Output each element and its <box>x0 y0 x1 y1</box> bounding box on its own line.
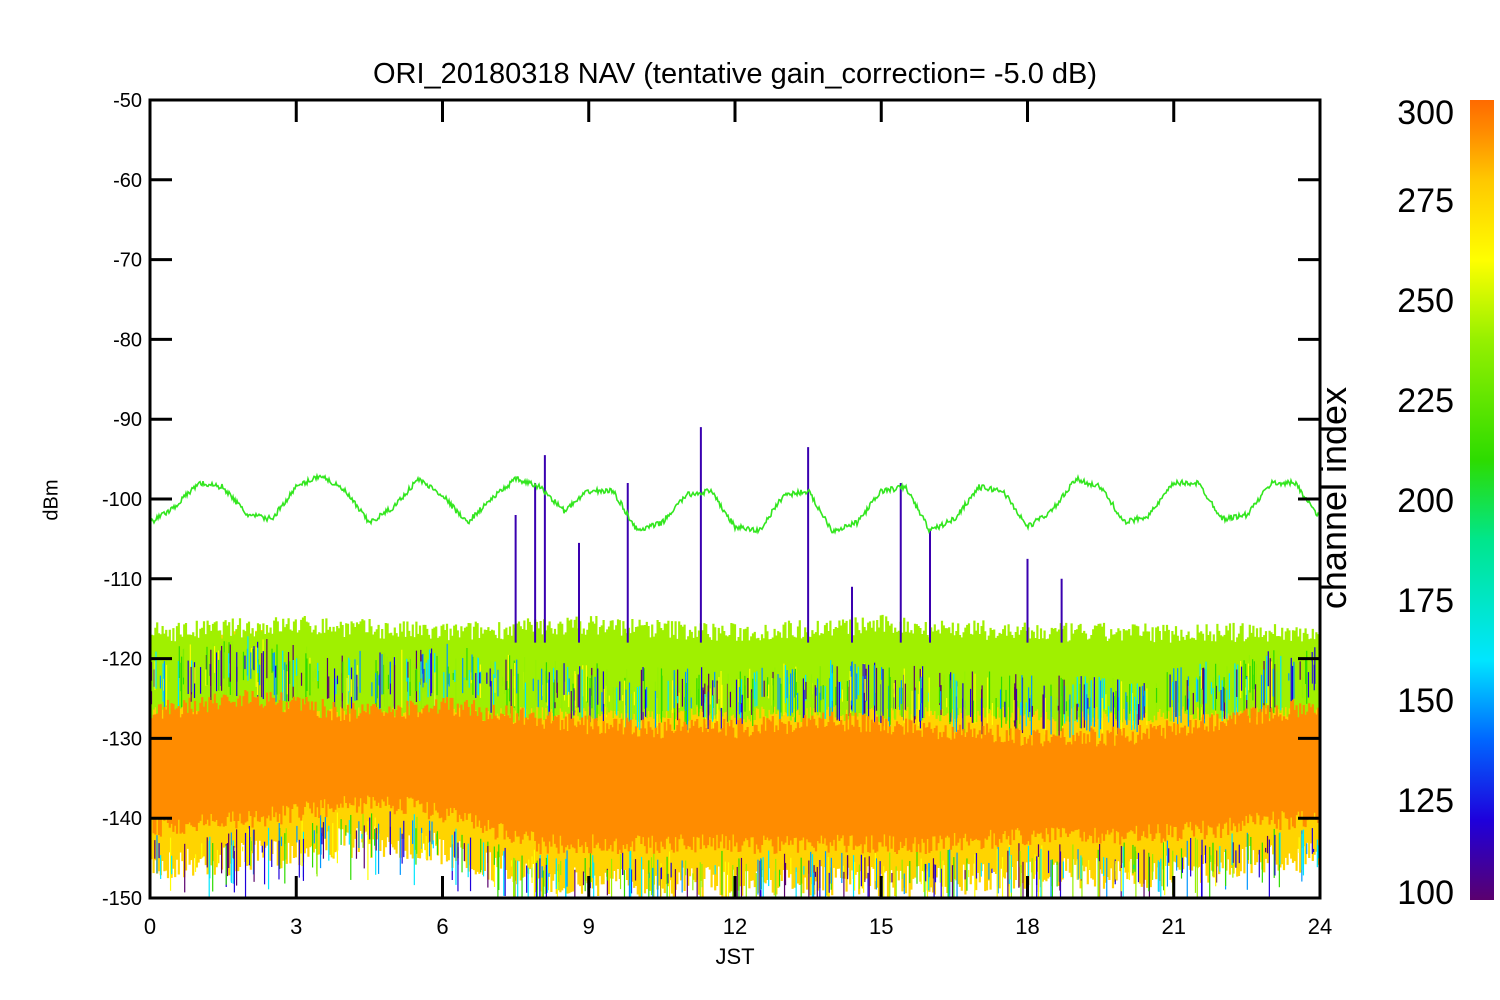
interference-spikes <box>514 427 1063 643</box>
y-tick-label: -80 <box>113 329 142 351</box>
colorbar-tick-label: 250 <box>1397 282 1454 320</box>
colorbar-label: channel index <box>1313 386 1354 610</box>
x-axis-label: JST <box>715 944 755 969</box>
noise-bands <box>150 614 1320 898</box>
chart-title: ORI_20180318 NAV (tentative gain_correct… <box>372 58 1098 90</box>
y-tick-label: -110 <box>103 569 142 591</box>
y-axis-label: dBm <box>40 479 63 521</box>
axes: 0 3 6 9 12 15 18 21 24 -50 -60 -70 -80 -90 -100 -110 -12… <box>102 90 1332 939</box>
colorbar <box>1470 100 1494 900</box>
colorbar-tick-label: 300 <box>1397 94 1454 132</box>
colorbar-ticks: 300 275 250 225 200 175 150 125 100 <box>1397 94 1454 912</box>
y-tick-label: -130 <box>102 728 142 750</box>
y-tick-label: -70 <box>113 250 142 272</box>
series-line-green <box>150 472 1320 535</box>
colorbar-tick-label: 100 <box>1397 874 1454 912</box>
y-tick-label: -120 <box>102 649 142 671</box>
x-tick-label: 3 <box>290 914 302 939</box>
y-tick-label: -60 <box>113 170 142 192</box>
y-tick-label: -90 <box>113 409 142 431</box>
x-tick-label: 0 <box>144 914 156 939</box>
series-lines <box>150 472 1320 535</box>
y-tick-label: -100 <box>102 489 142 511</box>
colorbar-tick-label: 200 <box>1397 482 1454 520</box>
x-tick-label: 18 <box>1015 914 1039 939</box>
x-tick-label: 21 <box>1162 914 1186 939</box>
colorbar-tick-label: 125 <box>1397 782 1454 820</box>
colorbar-tick-label: 225 <box>1397 382 1454 420</box>
x-tick-label: 15 <box>869 914 893 939</box>
y-tick-label: -140 <box>102 808 142 830</box>
x-tick-label: 12 <box>723 914 747 939</box>
colorbar-tick-label: 150 <box>1397 682 1454 720</box>
y-tick-label: -50 <box>113 90 142 112</box>
x-tick-label: 24 <box>1308 914 1332 939</box>
colorbar-tick-label: 275 <box>1397 182 1454 220</box>
x-tick-label: 6 <box>436 914 448 939</box>
y-tick-label: -150 <box>102 888 142 910</box>
x-tick-label: 9 <box>583 914 595 939</box>
colorbar-tick-label: 175 <box>1397 582 1454 620</box>
